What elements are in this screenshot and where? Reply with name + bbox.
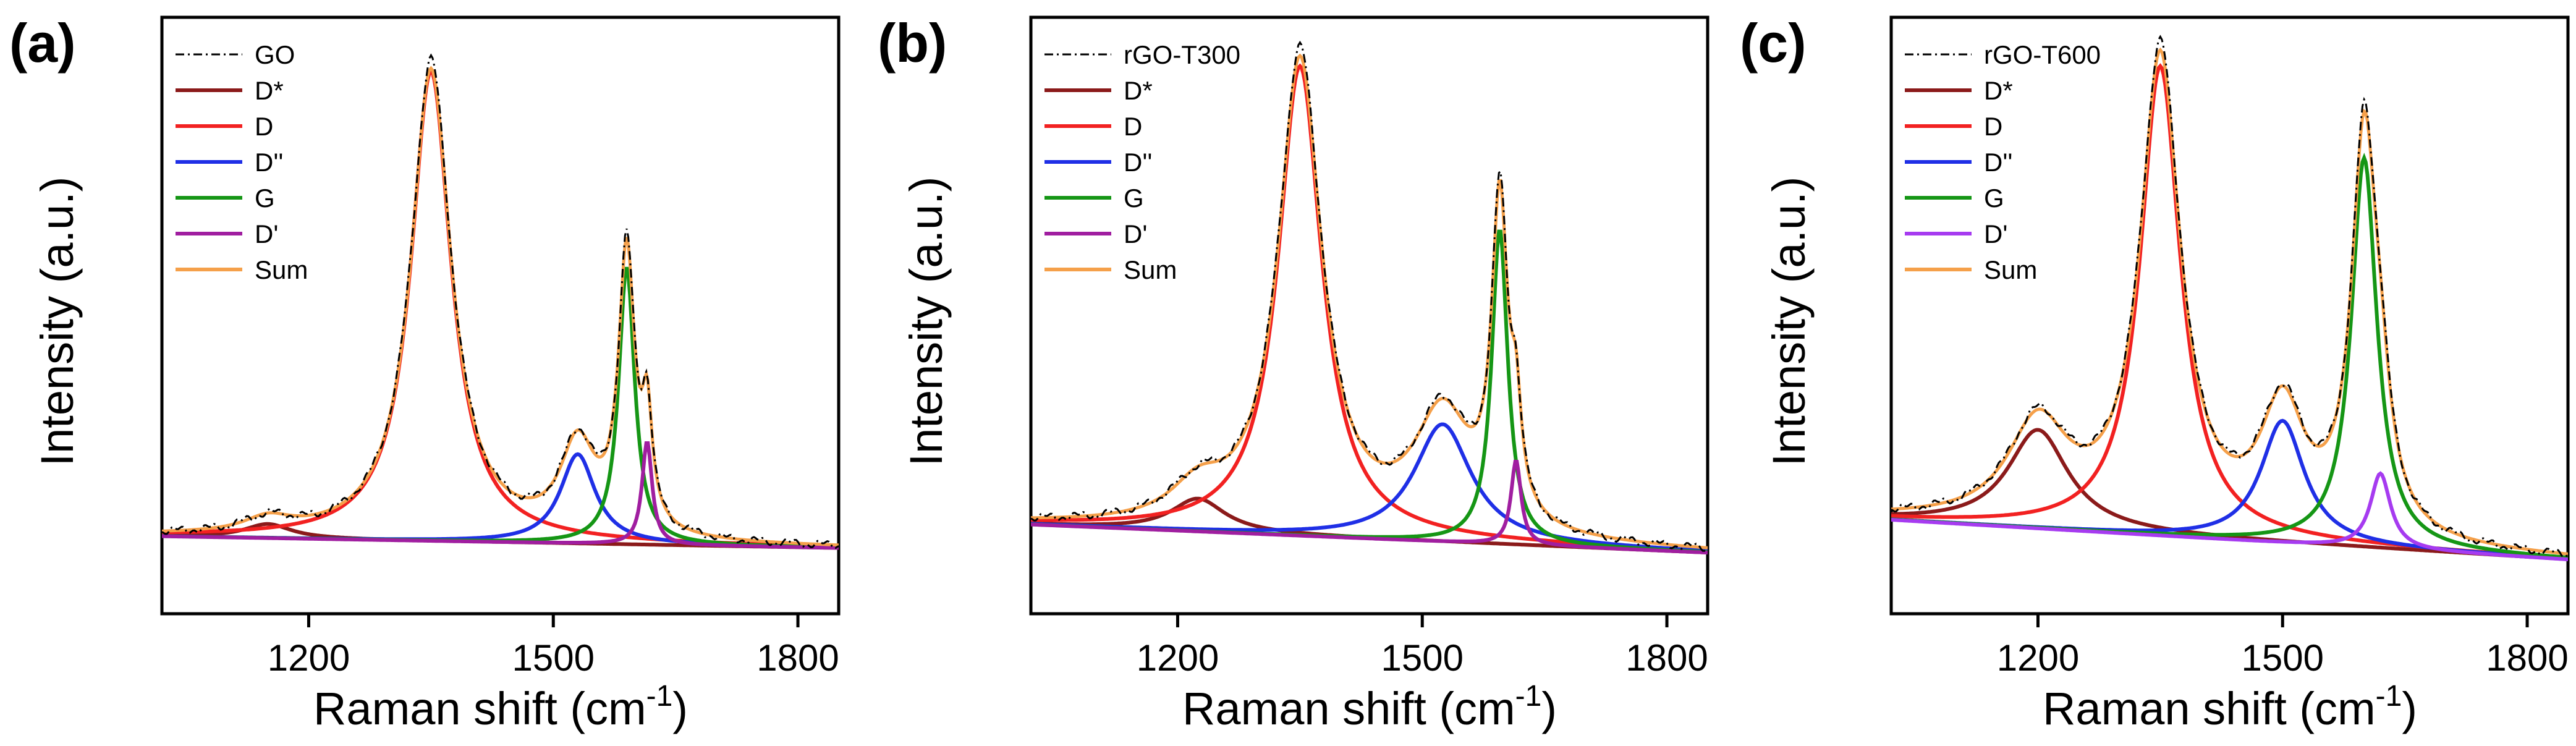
x-axis-label-close: ) (1541, 683, 1557, 734)
series-d-prime-line (1031, 459, 1708, 555)
legend-label-sum: Sum (255, 255, 308, 284)
plot-area: 1200 1500 1800 rGO-T600 D* D D'' G D' Sum (1889, 15, 2570, 679)
series-d-double-prime-line (1031, 422, 1708, 553)
x-axis-label: Raman shift (cm-1) (313, 680, 688, 734)
x-axis-label-close: ) (672, 683, 688, 734)
legend-label-d-star: D* (1124, 76, 1153, 105)
curves (1891, 35, 2568, 562)
y-axis-label: Intensity (a.u.) (1763, 177, 1815, 467)
series-g-line (1891, 153, 2568, 559)
x-tick-label: 1800 (756, 637, 839, 679)
legend-label-d: D (255, 112, 273, 141)
x-tick-label: 1500 (1381, 637, 1464, 679)
legend: rGO-T600 D* D D'' G D' Sum (1905, 40, 2101, 284)
plot-area: 1200 1500 1800 rGO-T300 D* D D'' G D' Sum (1029, 15, 1710, 679)
legend-label-measured: rGO-T300 (1124, 40, 1240, 69)
axes-frame (160, 15, 841, 616)
panel-b: (b) Intensity (a.u.) 1200 1500 1800 rGO-T3… (878, 12, 1710, 734)
x-tick-label: 1200 (1997, 637, 2079, 679)
x-tick-label: 1500 (2242, 637, 2324, 679)
legend: rGO-T300 D* D D'' G D' Sum (1044, 40, 1240, 284)
series-sum-line (1031, 53, 1708, 549)
series-measured-line (162, 53, 839, 549)
series-measured-line (1891, 35, 2568, 558)
y-axis-label: Intensity (a.u.) (32, 177, 83, 467)
legend-label-measured: GO (255, 40, 295, 69)
x-ticks: 1200 1500 1800 (1997, 614, 2569, 679)
x-axis-label-sup: -1 (2376, 680, 2402, 713)
x-axis-label-sup: -1 (646, 680, 673, 713)
series-g-line (162, 266, 839, 549)
panel-c: (c) Intensity (a.u.) 1200 1500 1800 rGO-T6… (1740, 12, 2570, 734)
x-axis-label: Raman shift (cm-1) (2043, 680, 2417, 734)
x-tick-label: 1200 (268, 637, 350, 679)
panel-label: (a) (9, 12, 76, 74)
legend-label-d-prime: D' (1124, 219, 1147, 248)
series-sum-line (162, 66, 839, 547)
x-axis-label-sup: -1 (1515, 680, 1542, 713)
legend: GO D* D D'' G D' Sum (176, 40, 308, 284)
legend-label-sum: Sum (1984, 255, 2037, 284)
y-axis-label: Intensity (a.u.) (900, 177, 952, 467)
legend-label-d-prime: D' (255, 219, 278, 248)
legend-label-d: D (1984, 112, 2002, 141)
series-d-line (162, 68, 839, 548)
axes-frame (1889, 15, 2570, 616)
x-axis-label-main: Raman shift (cm (313, 683, 646, 734)
x-tick-label: 1800 (1625, 637, 1708, 679)
panel-label: (c) (1740, 12, 1807, 74)
x-ticks: 1200 1500 1800 (1137, 614, 1708, 679)
legend-label-d-double-prime: D'' (255, 148, 283, 177)
x-tick-label: 1200 (1137, 637, 1219, 679)
panel-label: (b) (878, 12, 947, 74)
axes-frame (1029, 15, 1710, 616)
x-axis-label-close: ) (2402, 683, 2417, 734)
x-ticks: 1200 1500 1800 (268, 614, 839, 679)
plot-area: 1200 1500 1800 GO D* D D'' G D' Sum (160, 15, 841, 679)
legend-label-d-prime: D' (1984, 219, 2007, 248)
legend-label-g: G (1984, 184, 2004, 213)
x-axis-label-main: Raman shift (cm (2043, 683, 2376, 734)
legend-label-d-double-prime: D'' (1124, 148, 1152, 177)
x-tick-label: 1500 (512, 637, 595, 679)
legend-label-d-double-prime: D'' (1984, 148, 2012, 177)
curves (162, 53, 839, 550)
legend-label-sum: Sum (1124, 255, 1177, 284)
x-tick-label: 1800 (2486, 637, 2568, 679)
legend-label-measured: rGO-T600 (1984, 40, 2101, 69)
series-sum-line (1891, 47, 2568, 556)
series-d-prime-line (1891, 471, 2568, 562)
series-d-double-prime-line (162, 452, 839, 549)
legend-label-d-star: D* (1984, 76, 2013, 105)
panel-a: (a) Intensity (a.u.) 1200 1500 1800 GOD*DD… (9, 12, 841, 734)
curves (1031, 40, 1708, 555)
x-axis-label-main: Raman shift (cm (1182, 683, 1515, 734)
legend-label-d: D (1124, 112, 1142, 141)
x-axis-label: Raman shift (cm-1) (1182, 680, 1557, 734)
series-d-prime-line (162, 441, 839, 550)
legend-label-g: G (1124, 184, 1144, 213)
series-measured-line (1031, 40, 1708, 552)
legend-label-g: G (255, 184, 275, 213)
legend-label-d-star: D* (255, 76, 284, 105)
